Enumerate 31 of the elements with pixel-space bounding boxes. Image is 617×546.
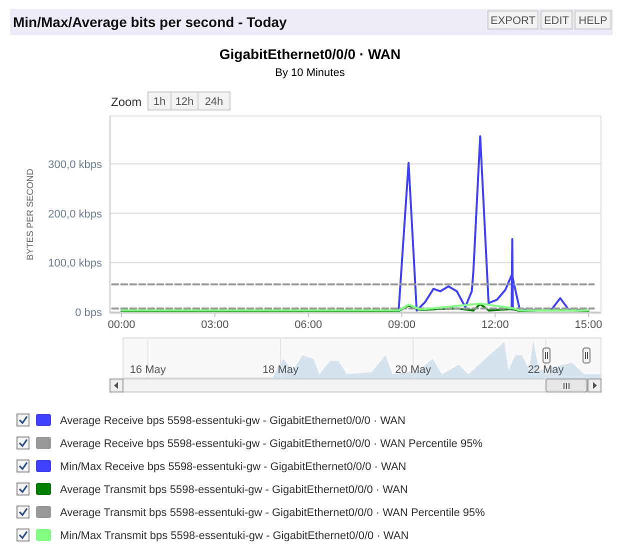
x-tick-label: 15:00	[574, 319, 602, 331]
x-tick-label: 18 May	[262, 364, 300, 376]
x-tick-label: 16 May	[130, 364, 166, 376]
x-tick-label: 12:00	[481, 319, 509, 331]
text: HELP	[578, 15, 608, 27]
y-tick-label: 100,0 kbps	[48, 258, 102, 270]
text: Min/Max/Average bits per second - Today	[13, 14, 288, 30]
x-tick-label: 00:00	[108, 319, 136, 331]
chart-title: GigabitEthernet0/0/0 · WAN	[219, 46, 401, 62]
x-tick-label: 09:00	[388, 319, 416, 331]
x-tick-label: 22 May	[528, 364, 564, 376]
y-axis-title: BYTES PER SECOND	[25, 168, 35, 260]
legend-label: Average Transmit bps 5598-essentuki-gw - GigabitEthernet0/0/0 · WAN	[60, 484, 408, 496]
chart-subtitle: By 10 Minutes	[275, 67, 346, 79]
legend-label: Average Receive bps 5598-essentuki-gw - GigabitEthernet0/0/0 · WAN	[60, 415, 406, 427]
y-tick-label: 200,0 kbps	[48, 208, 102, 220]
legend-label: Min/Max Transmit bps 5598-essentuki-gw - GigabitEthernet0/0/0 · WAN	[60, 530, 409, 542]
text: EDIT	[544, 15, 570, 27]
text: 1h	[153, 96, 166, 108]
x-tick-label: 06:00	[294, 319, 322, 331]
x-tick-label: 20 May	[395, 364, 432, 376]
legend-label: Average Transmit bps 5598-essentuki-gw - GigabitEthernet0/0/0 · WAN Percentile 95%	[60, 507, 486, 519]
x-tick-label: 03:00	[201, 319, 229, 331]
text: 24h	[204, 96, 224, 108]
y-tick-label: 300,0 kbps	[48, 158, 102, 171]
text: 12h	[175, 96, 194, 108]
text: Zoom	[111, 95, 142, 109]
legend-label: Min/Max Receive bps 5598-essentuki-gw - GigabitEthernet0/0/0 · WAN	[60, 461, 406, 473]
text: EXPORT	[490, 15, 536, 27]
legend-label: Average Receive bps 5598-essentuki-gw - GigabitEthernet0/0/0 · WAN Percentile 95%	[60, 438, 483, 450]
y-tick-label: 0 bps	[75, 307, 102, 320]
